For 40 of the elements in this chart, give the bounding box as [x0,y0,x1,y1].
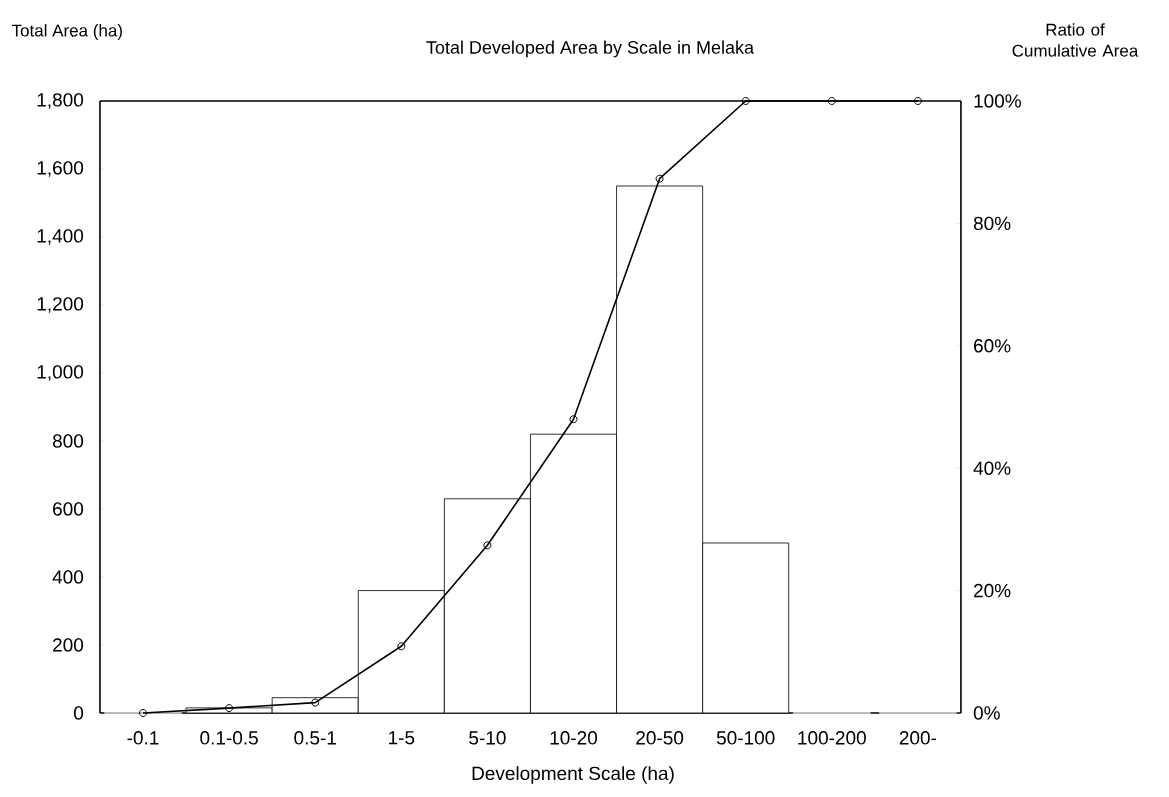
y-tick-label: 1,200 [37,297,84,313]
y-tick-label: 1,400 [37,229,84,245]
point [741,96,750,105]
y2-tick-label: 20% [974,583,1011,598]
y-tick-label: 200 [53,638,84,652]
y2-tick-label: 100% [974,94,1021,108]
x-tick-label: 200- [899,731,937,745]
x-tick-label: 100-200 [798,731,866,745]
y2-axis-title: Ratio of Cumulative Area [1012,23,1139,57]
x-tick-label: 20-50 [636,731,684,745]
y-tick-label: 800 [52,434,84,448]
y2-tick-label: 0% [973,706,1000,720]
point [139,708,148,717]
x-tick-label: 0.5-1 [294,731,336,745]
x-tick-label: 50-100 [716,731,775,745]
y-tick-label: 400 [52,570,84,584]
y-tick-label: 1,600 [37,161,84,177]
point [483,541,492,550]
x-axis-title: Development Scale (ha) [472,766,674,784]
point [655,174,664,183]
point [827,96,836,105]
y-tick-label: 600 [53,502,84,516]
point [311,698,320,707]
y-tick-label: 1,800 [37,93,84,109]
x-tick-label: 10-20 [550,731,598,745]
point [225,704,234,713]
y2-tick-label: 80% [973,216,1011,231]
x-tick-label: 5-10 [469,731,506,745]
chart-title: Total Developed Area by Scale in Melaka [426,40,755,58]
y2-tick-label: 40% [973,461,1011,475]
point [569,415,578,424]
x-tick-label: 1-5 [389,731,415,745]
point [913,96,922,105]
y-axis-title: Total Area (ha) [11,24,122,40]
x-tick-label: 0.1-0.5 [200,731,258,745]
y-tick-label: 1,000 [37,365,84,381]
y2-tick-label: 60% [974,339,1011,353]
point [397,642,406,651]
x-tick-label: -0.1 [127,731,159,745]
y-tick-label: 0 [74,706,84,720]
